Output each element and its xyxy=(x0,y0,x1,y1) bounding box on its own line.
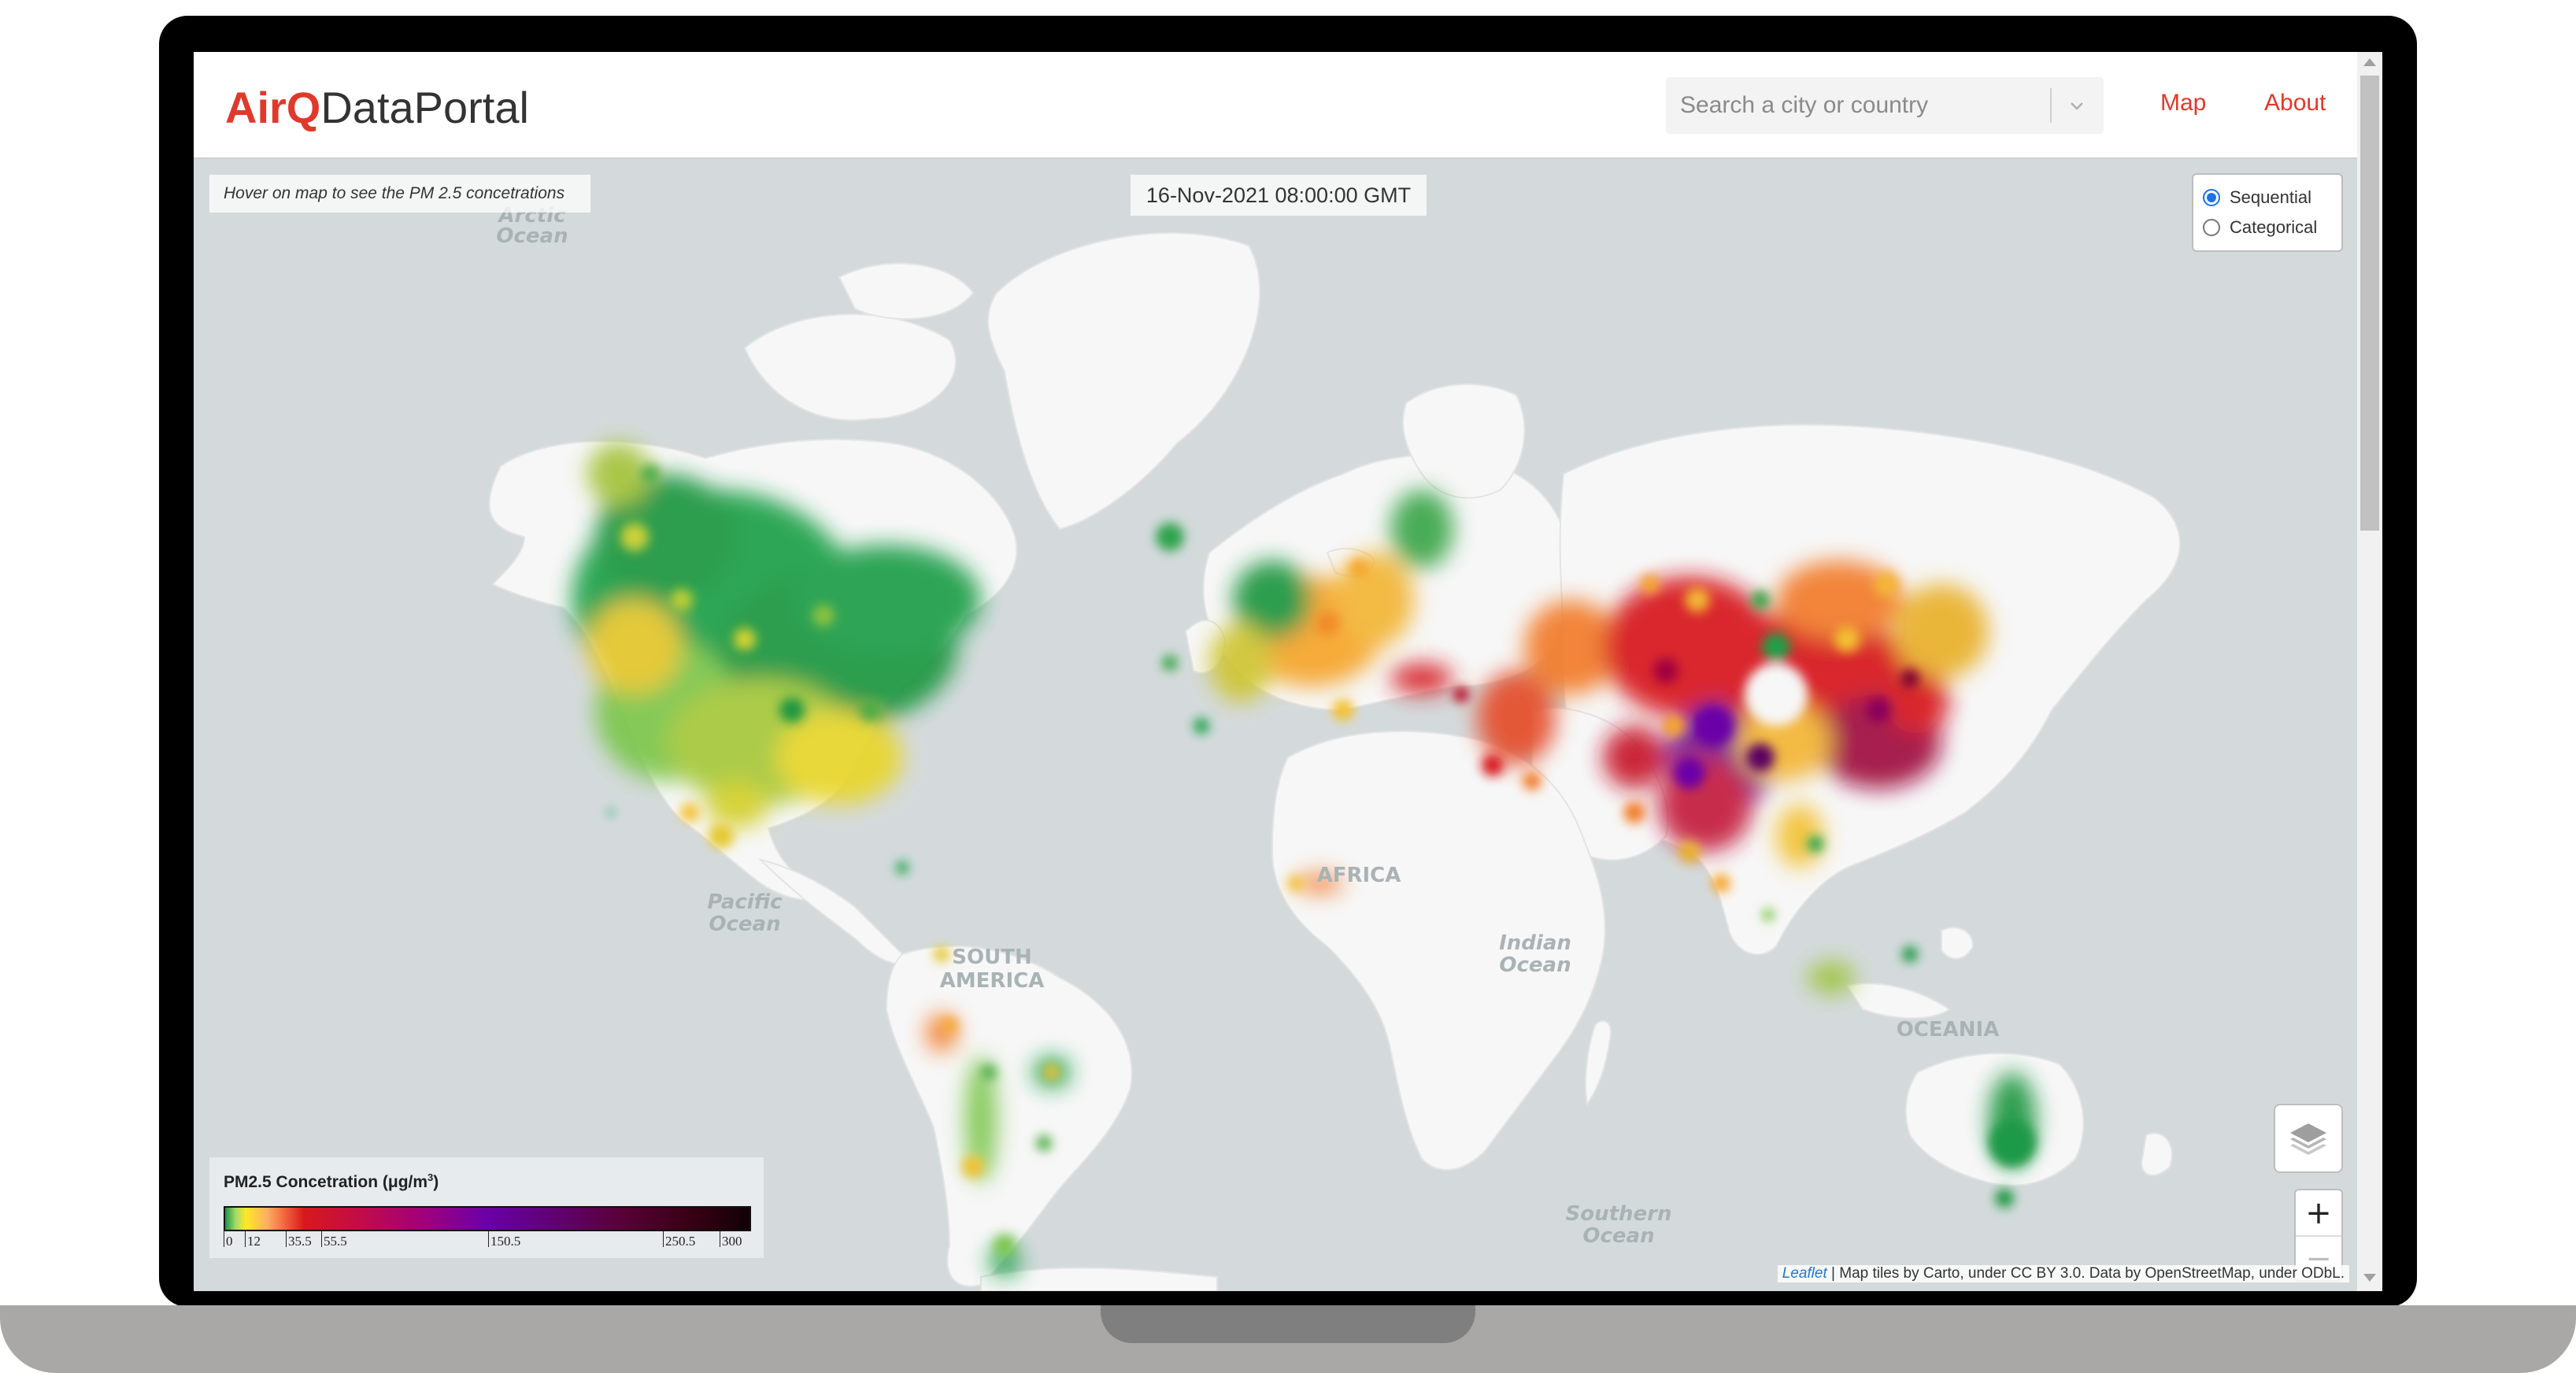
nav-link-map[interactable]: Map xyxy=(2160,90,2207,116)
layers-icon xyxy=(2290,1123,2326,1155)
logo-rest: DataPortal xyxy=(320,83,529,132)
laptop-notch xyxy=(1101,1305,1475,1343)
mode-label-sequential: Sequential xyxy=(2230,187,2311,207)
legend-tick: 150.5 xyxy=(488,1231,520,1249)
leaflet-link[interactable]: Leaflet xyxy=(1782,1265,1827,1282)
map-label-southern-1: Southern xyxy=(1565,1202,1671,1226)
search-input[interactable] xyxy=(1666,77,2052,134)
logo-brand: AirQ xyxy=(225,83,321,132)
legend-title-text: PM2.5 Concetration (μg/m xyxy=(224,1173,428,1191)
map-label-pacific-2: Ocean xyxy=(709,912,780,936)
legend-title-sup: 3 xyxy=(427,1171,434,1183)
legend-ticks: 0 12 35.5 55.5 150.5 250.5 300 xyxy=(224,1231,751,1255)
app-header: AirQDataPortal Map About xyxy=(194,52,2357,159)
legend-tick: 0 xyxy=(224,1231,233,1249)
timestamp-label: 16-Nov-2021 08:00:00 GMT xyxy=(1131,175,1427,216)
map-label-oceania: OCEANIA xyxy=(1897,1018,2000,1042)
color-mode-selector: Sequential Categorical xyxy=(2192,173,2343,252)
mode-label-categorical: Categorical xyxy=(2230,217,2318,237)
pm25-hotspots xyxy=(608,464,2036,1256)
legend-color-bar xyxy=(224,1206,751,1231)
page-scrollbar[interactable] xyxy=(2357,52,2382,1291)
mode-option-sequential[interactable]: Sequential xyxy=(2203,183,2341,213)
map-label-southern-2: Ocean xyxy=(1582,1224,1654,1248)
legend-tick: 300 xyxy=(720,1231,742,1249)
place-labels: Arctic Ocean Pacific Ocean SOUTH AMERICA… xyxy=(496,204,1999,1248)
scroll-up-arrow[interactable] xyxy=(2363,58,2376,66)
legend-title: PM2.5 Concetration (μg/m3) xyxy=(224,1171,764,1192)
pm25-legend: PM2.5 Concetration (μg/m3) 0 12 35.5 55.… xyxy=(209,1157,764,1258)
search-box[interactable] xyxy=(1666,77,2104,134)
attribution-text: | Map tiles by Carto, under CC BY 3.0. D… xyxy=(1827,1265,2345,1282)
browser-viewport: AirQDataPortal Map About xyxy=(194,52,2382,1291)
mode-option-categorical[interactable]: Categorical xyxy=(2203,213,2341,242)
map-label-south-2: AMERICA xyxy=(940,969,1045,993)
map-label-south-1: SOUTH xyxy=(952,946,1031,969)
hover-hint: Hover on map to see the PM 2.5 concetrat… xyxy=(209,175,590,213)
search-divider xyxy=(2050,88,2052,123)
map-attribution: Leaflet | Map tiles by Carto, under CC B… xyxy=(1777,1265,2349,1282)
map-label-indian-1: Indian xyxy=(1499,931,1571,955)
chevron-down-icon[interactable] xyxy=(2060,90,2094,121)
legend-tick: 250.5 xyxy=(663,1231,695,1249)
radio-categorical[interactable] xyxy=(2203,219,2220,236)
nav-link-about[interactable]: About xyxy=(2264,90,2326,116)
scroll-down-arrow[interactable] xyxy=(2363,1274,2376,1282)
map-label-indian-2: Ocean xyxy=(1499,953,1571,977)
scroll-thumb[interactable] xyxy=(2360,76,2379,531)
map-label-pacific-1: Pacific xyxy=(707,890,783,914)
zoom-in-button[interactable]: + xyxy=(2305,1194,2332,1231)
legend-tick: 35.5 xyxy=(286,1231,312,1249)
legend-tick: 12 xyxy=(245,1231,261,1249)
legend-title-end: ) xyxy=(433,1173,439,1191)
pm25-map[interactable]: Arctic Ocean Pacific Ocean SOUTH AMERICA… xyxy=(194,159,2357,1291)
map-label-arctic-2: Ocean xyxy=(496,224,568,248)
map-label-africa: AFRICA xyxy=(1317,864,1401,887)
app-logo[interactable]: AirQDataPortal xyxy=(225,82,529,133)
radio-sequential[interactable] xyxy=(2203,189,2220,206)
layers-button[interactable] xyxy=(2274,1104,2343,1173)
legend-tick: 55.5 xyxy=(321,1231,347,1249)
world-map-canvas[interactable]: Arctic Ocean Pacific Ocean SOUTH AMERICA… xyxy=(194,159,2357,1291)
pm25-heat-layer xyxy=(572,442,2036,1277)
